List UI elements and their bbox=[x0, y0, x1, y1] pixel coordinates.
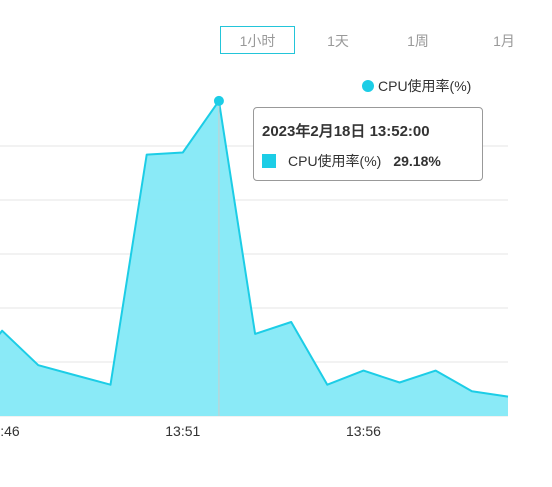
x-axis-ticks: 13:46 13:51 13:56 bbox=[0, 423, 381, 439]
x-tick-label-2: 13:56 bbox=[346, 423, 381, 439]
tab-1-hour[interactable]: 1小时 bbox=[220, 26, 295, 54]
tooltip-row: CPU使用率(%) 29.18% bbox=[262, 151, 474, 171]
tab-1-month[interactable]: 1月 bbox=[493, 33, 515, 49]
tab-1-day[interactable]: 1天 bbox=[327, 33, 349, 49]
data-point-9 bbox=[288, 319, 294, 325]
data-point-14 bbox=[469, 388, 475, 394]
highlighted-point bbox=[213, 95, 224, 106]
data-point-15 bbox=[505, 394, 511, 400]
series-points bbox=[35, 95, 511, 400]
x-tick-label-0: 13:46 bbox=[0, 423, 20, 439]
data-point-10 bbox=[324, 382, 330, 388]
time-range-tabs: 1小时 1天 1周 1月 bbox=[0, 26, 552, 56]
tooltip-value: 29.18% bbox=[393, 153, 441, 169]
data-point-11 bbox=[360, 368, 366, 374]
legend-label: CPU使用率(%) bbox=[378, 78, 472, 94]
tooltip-swatch-icon bbox=[262, 154, 276, 168]
chart-tooltip: 2023年2月18日 13:52:00 CPU使用率(%) 29.18% bbox=[253, 107, 483, 181]
data-point-5 bbox=[144, 152, 150, 158]
x-tick-label-1: 13:51 bbox=[165, 423, 200, 439]
legend-dot-icon bbox=[362, 80, 374, 92]
data-point-4 bbox=[108, 382, 114, 388]
tooltip-series-name: CPU使用率(%) bbox=[288, 153, 382, 169]
data-point-8 bbox=[252, 331, 258, 337]
data-point-13 bbox=[433, 368, 439, 374]
series-line bbox=[0, 99, 509, 398]
chart-legend[interactable]: CPU使用率(%) bbox=[362, 76, 471, 96]
data-point-2 bbox=[35, 362, 41, 368]
data-point-3 bbox=[71, 372, 77, 378]
data-point-12 bbox=[397, 380, 403, 386]
tab-1-week[interactable]: 1周 bbox=[407, 33, 429, 49]
tooltip-title: 2023年2月18日 13:52:00 bbox=[262, 123, 430, 140]
data-point-6 bbox=[180, 149, 186, 155]
series-area bbox=[0, 100, 508, 416]
